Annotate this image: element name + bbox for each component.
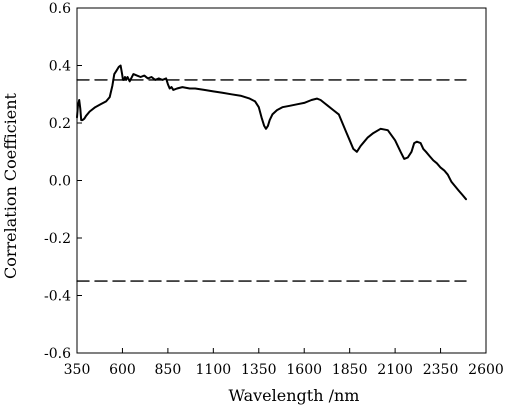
x-tick-label: 2350 xyxy=(423,362,459,378)
x-tick-label: 350 xyxy=(64,362,91,378)
x-tick-label: 600 xyxy=(109,362,136,378)
plot-area xyxy=(76,7,487,354)
y-tick-label: -0.2 xyxy=(44,231,71,247)
y-tick-label: -0.6 xyxy=(44,346,71,362)
x-tick-label: 1850 xyxy=(332,362,368,378)
y-tick-label: 0.4 xyxy=(49,59,71,75)
y-tick-label: 0.2 xyxy=(49,116,71,132)
y-axis-ticks: -0.6 -0.4 -0.2 0.0 0.2 0.4 0.6 xyxy=(44,1,82,362)
x-tick-label: 850 xyxy=(155,362,182,378)
plot-frame xyxy=(76,7,487,354)
x-tick-label: 1600 xyxy=(286,362,322,378)
y-tick-label: -0.4 xyxy=(44,289,71,305)
x-tick-label: 1100 xyxy=(196,362,232,378)
x-axis-ticks: 350 600 850 1100 1350 1600 1850 2100 2350 2600 xyxy=(64,348,504,378)
x-tick-label: 2100 xyxy=(377,362,413,378)
x-tick-label: 2600 xyxy=(468,362,504,378)
x-axis-label: Wavelength /nm xyxy=(229,386,360,405)
x-tick-label: 1350 xyxy=(241,362,277,378)
correlation-series-line xyxy=(76,64,467,201)
y-tick-label: 0.0 xyxy=(49,174,71,190)
y-axis-label: Correlation Coefficient xyxy=(1,92,20,279)
y-tick-label: 0.6 xyxy=(49,1,71,17)
